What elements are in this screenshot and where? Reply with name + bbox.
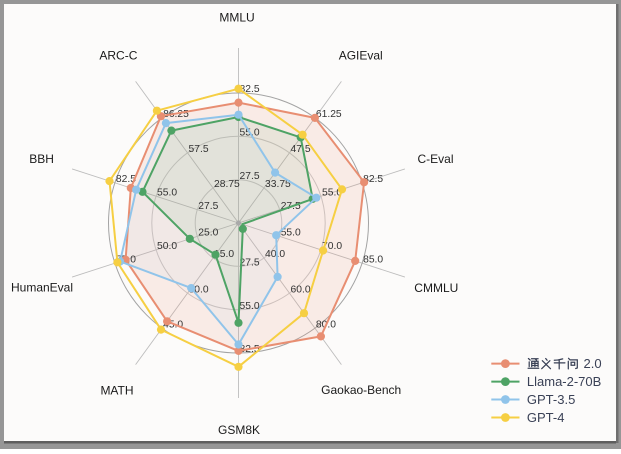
svg-text:55.0: 55.0 — [281, 228, 301, 239]
svg-text:GPT-3.5: GPT-3.5 — [527, 392, 575, 407]
svg-text:55.0: 55.0 — [322, 187, 342, 198]
svg-text:15.0: 15.0 — [214, 249, 234, 260]
svg-text:82.5: 82.5 — [116, 174, 136, 185]
svg-text:47.5: 47.5 — [291, 144, 311, 155]
svg-text:55.0: 55.0 — [240, 301, 260, 312]
svg-text:C-Eval: C-Eval — [417, 152, 453, 166]
svg-text:70.0: 70.0 — [322, 241, 342, 252]
svg-text:85.0: 85.0 — [363, 254, 383, 265]
svg-text:30.0: 30.0 — [189, 284, 209, 295]
svg-text:MMLU: MMLU — [219, 10, 254, 24]
svg-text:61.25: 61.25 — [316, 109, 342, 120]
svg-text:ARC-C: ARC-C — [99, 49, 137, 63]
svg-text:AGIEval: AGIEval — [339, 49, 383, 63]
svg-text:GSM8K: GSM8K — [218, 423, 260, 437]
svg-text:HumanEval: HumanEval — [11, 281, 73, 295]
svg-text:CMMLU: CMMLU — [414, 281, 458, 295]
svg-text:MATH: MATH — [100, 383, 133, 397]
svg-text:57.5: 57.5 — [189, 144, 209, 155]
svg-text:60.0: 60.0 — [291, 284, 311, 295]
svg-text:GPT-4: GPT-4 — [527, 410, 565, 425]
svg-text:Llama-2-70B: Llama-2-70B — [527, 374, 601, 389]
svg-text:25.0: 25.0 — [198, 228, 218, 239]
svg-text:2.0: 2.0 — [584, 356, 602, 371]
svg-text:40.0: 40.0 — [265, 249, 285, 260]
svg-text:BBH: BBH — [29, 152, 54, 166]
svg-text:27.5: 27.5 — [240, 258, 260, 269]
svg-text:Gaokao-Bench: Gaokao-Bench — [321, 383, 401, 397]
svg-text:27.5: 27.5 — [240, 171, 260, 182]
svg-text:82.5: 82.5 — [363, 174, 383, 185]
svg-text:50.0: 50.0 — [157, 241, 177, 252]
svg-text:55.0: 55.0 — [157, 187, 177, 198]
svg-text:28.75: 28.75 — [214, 179, 240, 190]
svg-text:33.75: 33.75 — [265, 179, 291, 190]
svg-text:27.5: 27.5 — [198, 201, 218, 212]
svg-text:82.5: 82.5 — [240, 84, 260, 95]
